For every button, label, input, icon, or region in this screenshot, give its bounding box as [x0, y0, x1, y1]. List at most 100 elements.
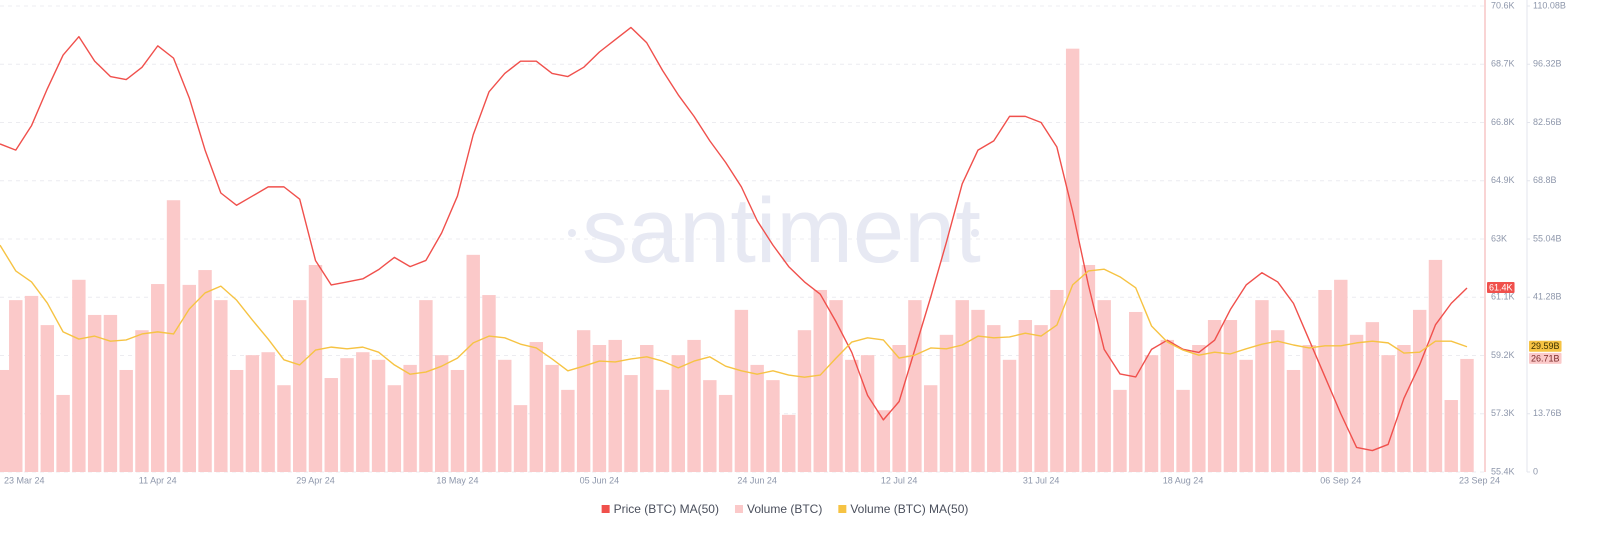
x-tick-label: 05 Jun 24: [580, 475, 620, 485]
volume-bar: [277, 385, 291, 472]
volume-bar: [1207, 320, 1222, 472]
y-tick-label: 61.1K: [1491, 292, 1515, 302]
volume-bar: [1002, 359, 1017, 472]
volume-bar: [813, 289, 827, 472]
volume-bar: [24, 295, 39, 472]
volume-bar: [1381, 355, 1395, 472]
volume-bar: [1018, 320, 1033, 472]
volume-bar: [1460, 358, 1474, 472]
volume-bar: [640, 345, 654, 472]
volume-bar: [119, 369, 133, 472]
volume-bar: [434, 355, 449, 472]
volume-bar: [1412, 309, 1427, 472]
legend-swatch: [838, 505, 847, 513]
x-tick-label: 18 May 24: [436, 475, 478, 485]
y-tick-label: 57.3K: [1491, 408, 1515, 418]
watermark-dot: [568, 229, 576, 237]
y2-tick-label: 55.04B: [1533, 233, 1562, 243]
volume-bar: [214, 300, 228, 472]
volume-bar: [166, 200, 181, 472]
volume-bar: [340, 358, 354, 472]
y-tick-label: 68.7K: [1491, 59, 1515, 69]
volume-bar: [9, 300, 23, 472]
volume-bar: [356, 352, 370, 472]
y2-tick-label: 41.28B: [1533, 292, 1562, 302]
volume-bar: [1271, 330, 1285, 472]
volume-bar: [261, 352, 275, 472]
volume-bar: [498, 359, 512, 472]
volume-bar: [1081, 264, 1096, 472]
y-tick-label: 64.9K: [1491, 175, 1515, 185]
volume-bar: [182, 284, 196, 472]
volume-bar: [450, 369, 465, 472]
y-tick-label: 70.6K: [1491, 0, 1515, 10]
x-tick-label: 18 Aug 24: [1163, 475, 1204, 485]
volume-bar: [1397, 345, 1411, 472]
volume-bar: [1176, 389, 1190, 472]
volume-bar: [1444, 400, 1458, 472]
legend: Price (BTC) MA(50) Volume (BTC) Volume (BT…: [601, 502, 968, 516]
watermark-dot: [971, 229, 979, 237]
volume-bar: [1160, 339, 1174, 472]
volume-bar: [971, 309, 985, 472]
y2-tick-label: 13.76B: [1533, 408, 1562, 418]
volume-bar: [1349, 334, 1364, 472]
y-tick-label: 55.4K: [1491, 466, 1515, 476]
volume-bar: [892, 345, 906, 472]
volume-bar: [734, 309, 749, 472]
x-tick-label: 23 Sep 24: [1459, 475, 1500, 485]
volume-bar: [1034, 325, 1048, 472]
volume-bar: [387, 385, 402, 472]
volume-bar: [624, 375, 638, 472]
volume-bar: [608, 339, 622, 472]
x-tick-label: 29 Apr 24: [296, 475, 335, 485]
volume-bar: [135, 330, 149, 472]
volume-bar: [40, 325, 55, 472]
volume-bar: [529, 342, 544, 472]
volume-bar: [1239, 359, 1253, 472]
last-value-badge: [1529, 340, 1562, 352]
volume-bar: [797, 330, 812, 472]
legend-swatch: [734, 505, 743, 513]
volume-bar: [1065, 48, 1080, 473]
series-line: [0, 244, 1468, 378]
volume-bar: [1050, 289, 1064, 472]
x-tick-label: 24 Jun 24: [737, 475, 777, 485]
volume-bar: [1129, 311, 1143, 472]
volume-bar: [766, 380, 780, 472]
volume-bar: [1318, 289, 1332, 472]
volume-bar: [1286, 369, 1301, 472]
volume-bar: [72, 279, 86, 472]
volume-bar: [1334, 279, 1348, 472]
volume-bar: [513, 405, 528, 472]
volume-bar: [829, 300, 843, 472]
last-value-label: 26.71B: [1531, 353, 1560, 363]
volume-bar: [939, 334, 954, 472]
volume-bar: [908, 300, 922, 472]
volume-bar: [308, 264, 323, 472]
last-value-badge: [1529, 352, 1562, 364]
volume-bar: [750, 364, 764, 472]
volume-bar: [876, 410, 891, 472]
volume-bar: [592, 345, 607, 472]
volume-bar: [923, 385, 938, 472]
volume-bar: [718, 394, 733, 472]
volume-bar: [403, 364, 417, 472]
legend-swatch: [601, 505, 610, 513]
volume-bar: [703, 380, 717, 472]
volume-bar: [1428, 259, 1443, 472]
volume-bar: [245, 355, 260, 472]
volume-bar: [561, 389, 575, 472]
volume-bar: [103, 314, 118, 472]
volume-bar: [1302, 345, 1316, 472]
x-tick-label: 23 Mar 24: [4, 475, 45, 485]
volume-bar: [466, 254, 480, 472]
volume-bar: [324, 378, 338, 472]
volume-bar: [198, 270, 212, 472]
volume-bar: [87, 314, 102, 472]
series-line: [0, 26, 1468, 452]
x-tick-label: 11 Apr 24: [139, 475, 177, 485]
volume-bar: [229, 369, 244, 472]
volume-bar: [955, 300, 969, 472]
